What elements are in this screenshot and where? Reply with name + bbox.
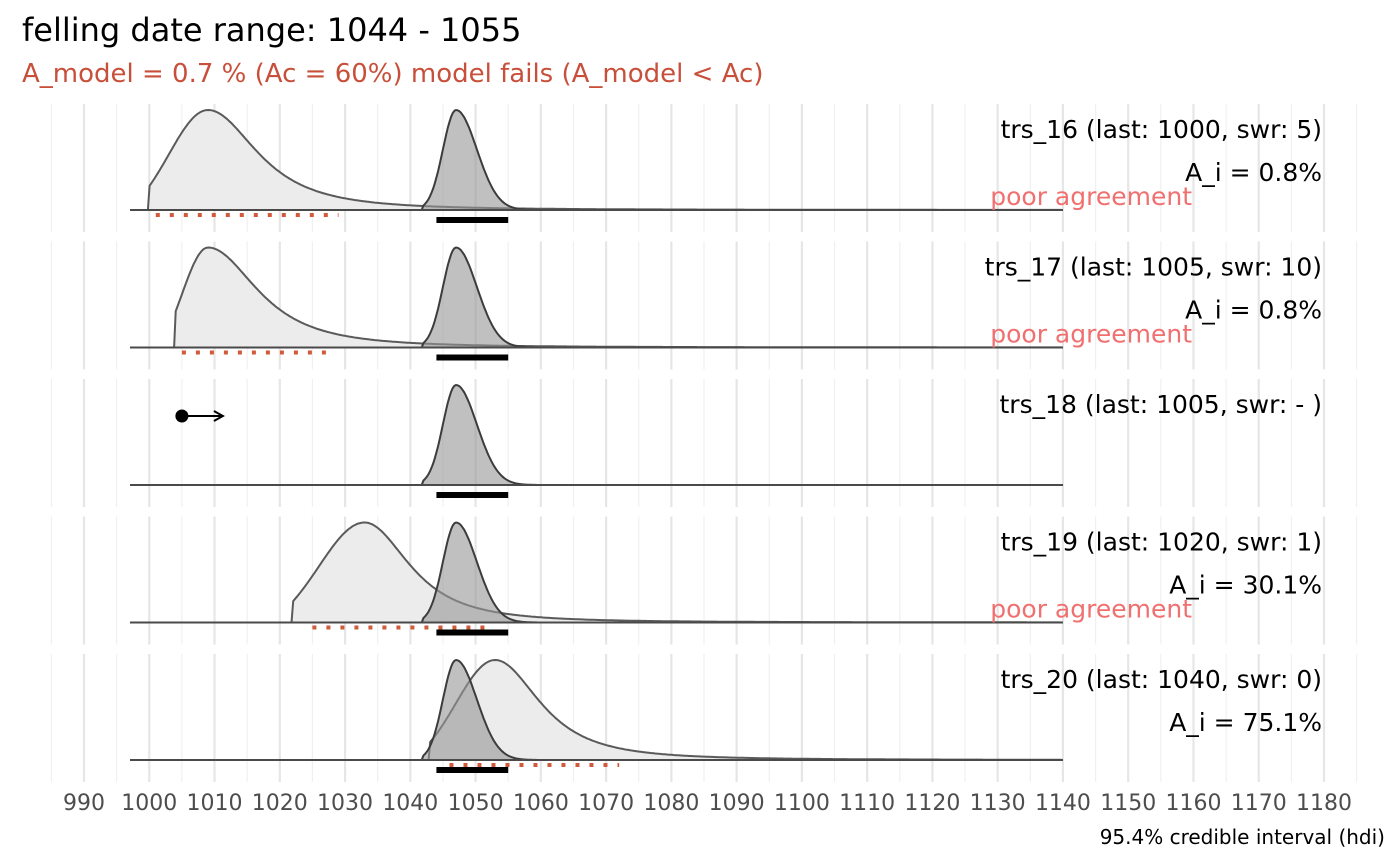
series-label: trs_19 (last: 1020, swr: 1) <box>1001 528 1322 557</box>
x-tick-label: 1030 <box>317 791 373 816</box>
agreement-index: A_i = 30.1% <box>1169 571 1322 600</box>
x-tick-label: 1170 <box>1231 791 1287 816</box>
x-tick-label: 1120 <box>904 791 960 816</box>
panel-2: trs_17 (last: 1005, swr: 10) A_i = 0.8%po… <box>50 241 1358 370</box>
panels: trs_16 (last: 1000, swr: 5)A_i = 0.8%poo… <box>50 104 1358 782</box>
x-tick-label: 1180 <box>1296 791 1352 816</box>
series-density-fill <box>130 247 1062 348</box>
tpq-point <box>175 409 189 423</box>
series-label: trs_17 (last: 1005, swr: 10) <box>985 253 1322 282</box>
model-density-fill <box>420 522 1063 623</box>
model-density-fill <box>420 385 1063 485</box>
x-tick-label: 1070 <box>578 791 634 816</box>
series-label: trs_20 (last: 1040, swr: 0) <box>1001 665 1322 694</box>
x-tick-label: 1130 <box>970 791 1026 816</box>
x-tick-label: 1150 <box>1100 791 1156 816</box>
series-density-fill <box>130 522 1062 623</box>
agreement-index: A_i = 0.8% <box>1185 158 1322 187</box>
chart-subtitle: A_model = 0.7 % (Ac = 60%) model fails (… <box>22 59 763 89</box>
agreement-index: A_i = 0.8% <box>1185 296 1322 325</box>
x-tick-label: 1050 <box>448 791 504 816</box>
model-density-fill <box>420 247 1063 348</box>
x-tick-label: 990 <box>63 791 105 816</box>
x-tick-label: 1110 <box>839 791 895 816</box>
series-density-fill <box>130 110 1062 210</box>
model-density-line <box>420 383 1063 486</box>
agreement-status: poor agreement <box>990 595 1192 624</box>
model-density-fill <box>420 660 1063 760</box>
series-density-line <box>130 521 1062 624</box>
chart-title: felling date range: 1044 - 1055 <box>22 11 521 49</box>
panel-5: trs_20 (last: 1040, swr: 0) A_i = 75.1% <box>50 654 1358 782</box>
series-density-fill <box>130 660 1062 760</box>
x-tick-label: 1140 <box>1035 791 1091 816</box>
chart-caption: 95.4% credible interval (hdi) <box>1100 825 1385 849</box>
panel-3: trs_18 (last: 1005, swr: - ) <box>50 379 1358 507</box>
x-tick-label: 1090 <box>709 791 765 816</box>
x-tick-label: 1060 <box>513 791 569 816</box>
panel-1: trs_16 (last: 1000, swr: 5) A_i = 0.8%poo… <box>50 104 1358 232</box>
x-tick-label: 1020 <box>252 791 308 816</box>
tpq-arrow-head <box>213 410 225 422</box>
x-tick-label: 1160 <box>1165 791 1221 816</box>
series-label: trs_16 (last: 1000, swr: 5) <box>1001 115 1322 144</box>
x-tick-label: 1010 <box>187 791 243 816</box>
x-axis: 990 1000 1010 1020 1030 1040 1050 1060 1070 1080 1… <box>63 791 1352 816</box>
agreement-status: poor agreement <box>990 320 1192 349</box>
model-density-line <box>420 246 1063 349</box>
model-density-line <box>420 521 1063 624</box>
x-tick-label: 1080 <box>643 791 699 816</box>
x-tick-label: 1000 <box>121 791 177 816</box>
x-tick-label: 1040 <box>382 791 438 816</box>
agreement-index: A_i = 75.1% <box>1169 708 1322 737</box>
model-density-line <box>420 108 1063 211</box>
panel-4: trs_19 (last: 1020, swr: 1) A_i = 30.1%po… <box>50 516 1358 645</box>
series-label: trs_18 (last: 1005, swr: - ) <box>1000 390 1323 419</box>
x-tick-label: 1100 <box>774 791 830 816</box>
model-density-fill <box>420 110 1063 210</box>
agreement-status: poor agreement <box>990 182 1192 211</box>
